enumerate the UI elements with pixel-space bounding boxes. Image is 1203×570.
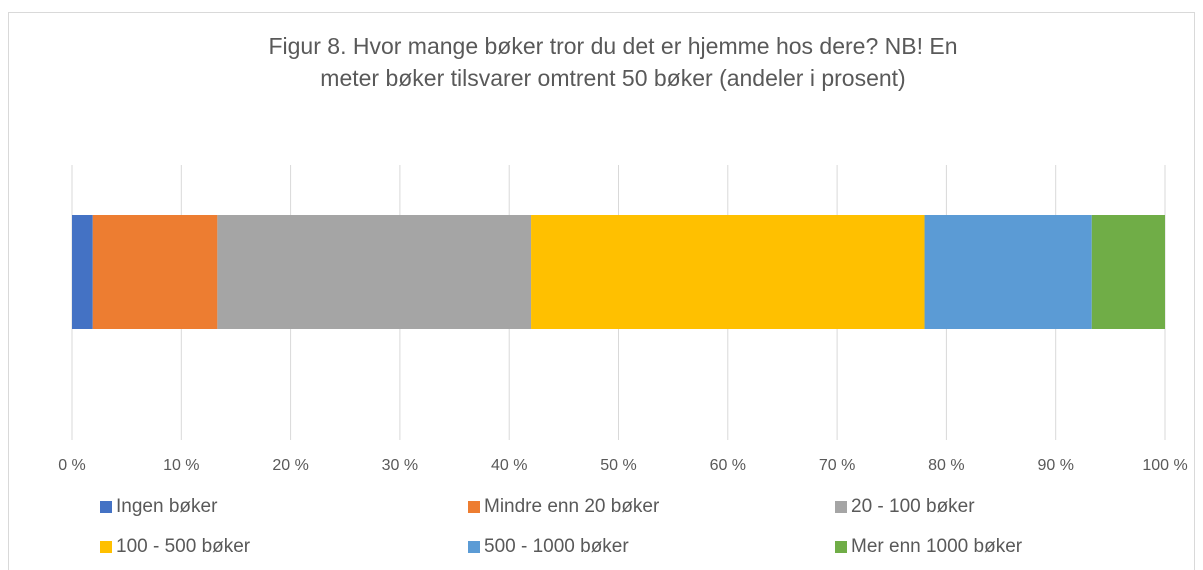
chart-title: Figur 8. Hvor mange bøker tror du det er… [268,33,957,59]
legend-label: Mer enn 1000 bøker [851,536,1023,557]
bar-segment [1091,215,1165,329]
x-tick-label: 60 % [710,457,746,474]
bar-segment [924,215,1092,329]
x-tick-label: 30 % [382,457,418,474]
bar-segment [92,215,218,329]
x-tick-label: 10 % [163,457,199,474]
bar-segment [217,215,532,329]
chart-title: meter bøker tilsvarer omtrent 50 bøker (… [320,65,905,91]
legend-label: 100 - 500 bøker [116,536,251,557]
legend-swatch [100,501,112,513]
legend-label: 500 - 1000 bøker [484,536,629,557]
x-tick-label: 50 % [600,457,636,474]
x-tick-label: 90 % [1037,457,1073,474]
x-tick-label: 0 % [58,457,86,474]
legend-swatch [468,501,480,513]
x-tick-label: 40 % [491,457,527,474]
legend-label: Mindre enn 20 bøker [484,496,660,517]
x-tick-label: 100 % [1142,457,1187,474]
bar-segment [72,215,93,329]
legend-label: Ingen bøker [116,496,218,517]
x-tick-label: 70 % [819,457,855,474]
legend-swatch [835,501,847,513]
x-tick-label: 20 % [272,457,308,474]
bar-segment [531,215,925,329]
x-tick-label: 80 % [928,457,964,474]
legend-swatch [835,541,847,553]
legend-label: 20 - 100 bøker [851,496,975,517]
legend-swatch [468,541,480,553]
legend-swatch [100,541,112,553]
